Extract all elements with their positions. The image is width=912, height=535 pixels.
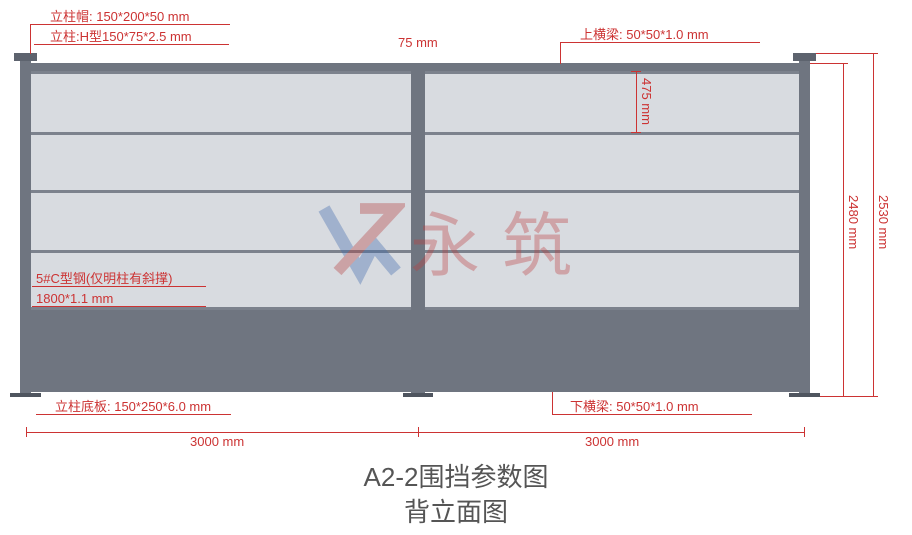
cap-left (14, 53, 37, 61)
label-lower-beam: 下横梁: 50*50*1.0 mm (570, 400, 699, 413)
post-right (799, 55, 810, 396)
diagram-title: A2-2围挡参数图 背立面图 (0, 460, 912, 530)
ext-top-cap (816, 53, 876, 54)
label-post: 立柱:H型150*75*2.5 mm (50, 30, 192, 43)
leader-upper-beam (560, 42, 760, 43)
cap-right (793, 53, 816, 61)
label-cap: 立柱帽: 150*200*50 mm (50, 10, 189, 23)
baseboard-left (31, 310, 411, 392)
footplate-mid (403, 393, 433, 397)
leader-cap-drop (30, 24, 31, 54)
dim-span-left (26, 432, 418, 433)
footplate-left (10, 393, 41, 397)
leader-upper-beam-drop (560, 42, 561, 64)
label-footplate: 立柱底板: 150*250*6.0 mm (55, 400, 211, 413)
dim-span-right (418, 432, 804, 433)
diagram-canvas: 永筑 立柱帽: 150*200*50 mm 立柱:H型150*75*2.5 mm… (0, 0, 912, 535)
label-2530: 2530 mm (877, 195, 890, 249)
title-line-1: A2-2围挡参数图 (0, 460, 912, 495)
leader-cbrace-2 (32, 306, 206, 307)
leader-lower-beam-up (552, 392, 553, 414)
label-cbrace-2: 1800*1.1 mm (36, 292, 113, 305)
post-middle (411, 63, 425, 396)
label-2480: 2480 mm (847, 195, 860, 249)
title-line-2: 背立面图 (0, 495, 912, 530)
leader-footplate (36, 414, 231, 415)
footplate-right (789, 393, 820, 397)
ext-bottom (820, 396, 876, 397)
label-span-left: 3000 mm (190, 435, 244, 448)
leader-lower-beam (552, 414, 752, 415)
dim-2530 (873, 53, 874, 396)
label-475: 475 mm (640, 78, 653, 125)
leader-cap (30, 24, 230, 25)
label-top-center: 75 mm (398, 36, 438, 49)
leader-cbrace-1 (32, 286, 206, 287)
baseboard-right (425, 310, 799, 392)
dim-475-tick-top (631, 71, 641, 72)
dim-475-tick-bot (631, 132, 641, 133)
ext-top-beam (810, 63, 846, 64)
label-span-right: 3000 mm (585, 435, 639, 448)
dim-span-left-t1 (26, 427, 27, 437)
label-upper-beam: 上横梁: 50*50*1.0 mm (580, 28, 709, 41)
dim-span-right-t2 (804, 427, 805, 437)
dim-2480 (843, 63, 844, 396)
dim-475 (636, 71, 637, 132)
leader-post (34, 44, 229, 45)
post-left (20, 55, 31, 396)
label-cbrace-1: 5#C型钢(仅明柱有斜撑) (36, 272, 173, 285)
